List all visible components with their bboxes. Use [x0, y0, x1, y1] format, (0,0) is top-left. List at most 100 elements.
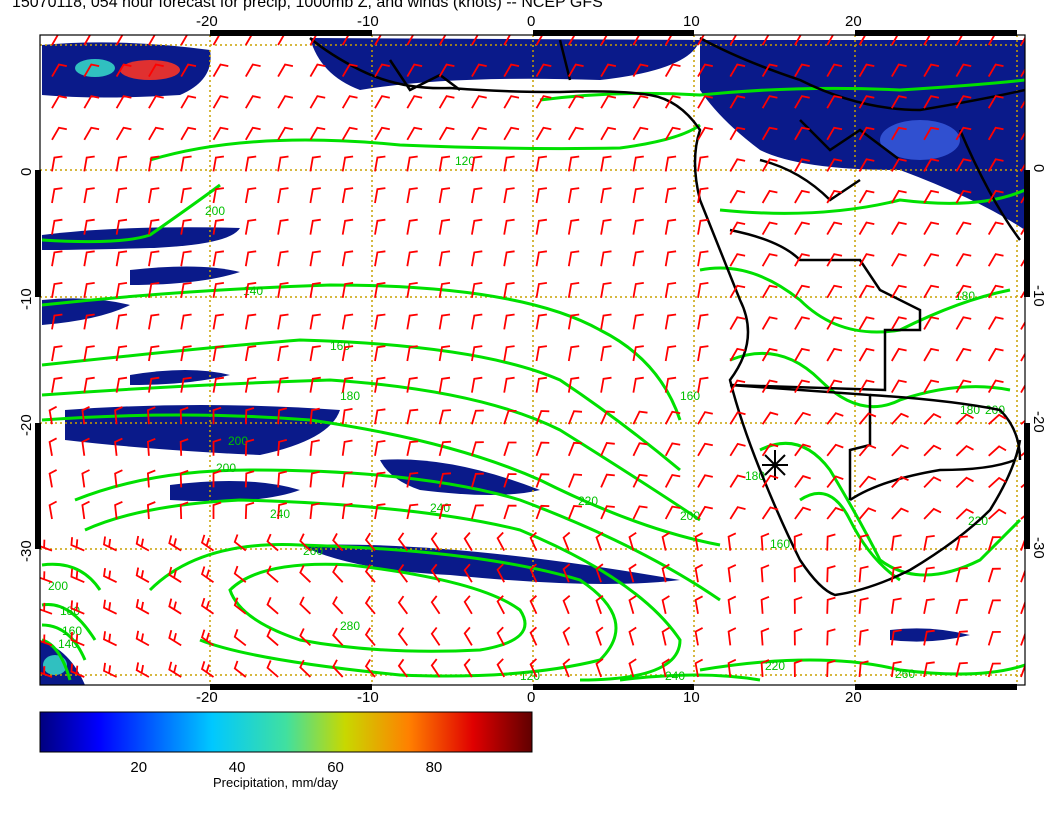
wind-barb [406, 408, 419, 425]
wind-barb [374, 471, 386, 488]
wind-barb [51, 63, 67, 78]
wind-barb [890, 534, 902, 551]
wind-barb [374, 376, 386, 393]
wind-barb [729, 442, 746, 457]
wind-barb [430, 626, 441, 646]
wind-barb [114, 500, 123, 520]
wind-barb [987, 158, 1004, 172]
wind-barb [406, 95, 423, 109]
wind-barb [309, 470, 320, 488]
wind-barb [245, 126, 261, 141]
wind-barb [438, 35, 455, 46]
wind-barb [987, 95, 1004, 109]
wind-barb [987, 126, 1004, 141]
wind-barb [858, 507, 877, 520]
wind-barb [891, 412, 909, 425]
wind-barb [858, 284, 875, 299]
wind-barb [1020, 225, 1025, 236]
wind-barb [397, 595, 409, 615]
wind-barb [1020, 352, 1025, 362]
wind-barb [794, 443, 811, 457]
wind-barb [697, 313, 709, 330]
wind-barb [891, 253, 907, 267]
wind-barb [600, 376, 612, 393]
contour-label: 200 [216, 461, 236, 475]
wind-barb [729, 379, 746, 394]
wind-barb [955, 476, 974, 489]
wind-barb [503, 63, 520, 78]
wind-barb [1020, 320, 1025, 330]
wind-barb [212, 376, 225, 393]
wind-barb [309, 187, 321, 204]
wind-barb [212, 501, 222, 519]
wind-barb [179, 469, 189, 488]
wind-barb [955, 126, 972, 141]
wind-barb [632, 313, 644, 330]
wind-barb [661, 563, 670, 583]
wind-barb [148, 218, 160, 235]
wind-barb [277, 502, 288, 520]
wind-barb [430, 595, 441, 615]
wind-barb [826, 126, 843, 141]
wind-barb [794, 35, 810, 46]
wind-barb [562, 531, 571, 551]
wind-barb [600, 35, 616, 46]
wind-barb [923, 566, 935, 583]
wind-barb [332, 659, 344, 678]
wind-barb [535, 95, 552, 109]
wind-barb [471, 409, 484, 425]
wind-barb [244, 155, 257, 172]
contour-label: 140 [58, 637, 78, 651]
wind-barb [309, 35, 326, 46]
wind-barb [955, 253, 972, 267]
wind-barb [987, 347, 1004, 362]
wind-barb [891, 189, 907, 204]
contour-140 [41, 283, 682, 421]
wind-barb [244, 250, 257, 267]
precip-band-9 [890, 628, 970, 642]
wind-barb [794, 347, 810, 362]
contour-label: 280 [340, 619, 360, 633]
wind-barb [955, 221, 972, 236]
wind-barb [761, 95, 778, 109]
wind-barb [406, 63, 423, 78]
wind-barb [471, 376, 483, 393]
wind-barb [180, 126, 197, 141]
wind-barb [309, 63, 326, 78]
wind-barb [729, 221, 746, 236]
wind-barb [794, 95, 810, 109]
wind-barb [632, 376, 644, 393]
wind-barb [179, 501, 189, 520]
wind-barb [430, 532, 441, 552]
wind-barb [923, 598, 935, 614]
wind-barb [826, 316, 843, 330]
contour-label: 120 [520, 669, 540, 683]
wind-barb [341, 250, 354, 267]
wind-barb [471, 250, 483, 267]
wind-barb [664, 473, 681, 488]
wind-barb [374, 408, 386, 425]
wind-barb [727, 564, 737, 583]
wind-barb [40, 571, 53, 584]
border-3 [869, 393, 1022, 461]
wind-barb [180, 282, 192, 298]
wind-barb [632, 63, 649, 78]
wind-barb [858, 158, 875, 172]
lon-tick-label: -10 [357, 689, 379, 706]
wind-barb [115, 155, 128, 172]
wind-barb [891, 126, 907, 141]
wind-barb [664, 250, 677, 267]
wind-barb [826, 628, 836, 646]
contour-land-3 [759, 441, 1022, 577]
wind-barb [233, 534, 247, 552]
wind-barb [180, 376, 192, 393]
wind-barb [794, 253, 810, 267]
wind-barb [70, 568, 85, 584]
wind-barb [115, 218, 128, 235]
wind-barb [277, 95, 294, 109]
wind-barb [729, 95, 746, 109]
wind-barb [277, 63, 294, 78]
border-9 [558, 39, 572, 81]
wind-barb [341, 187, 354, 204]
wind-barb [595, 563, 604, 583]
